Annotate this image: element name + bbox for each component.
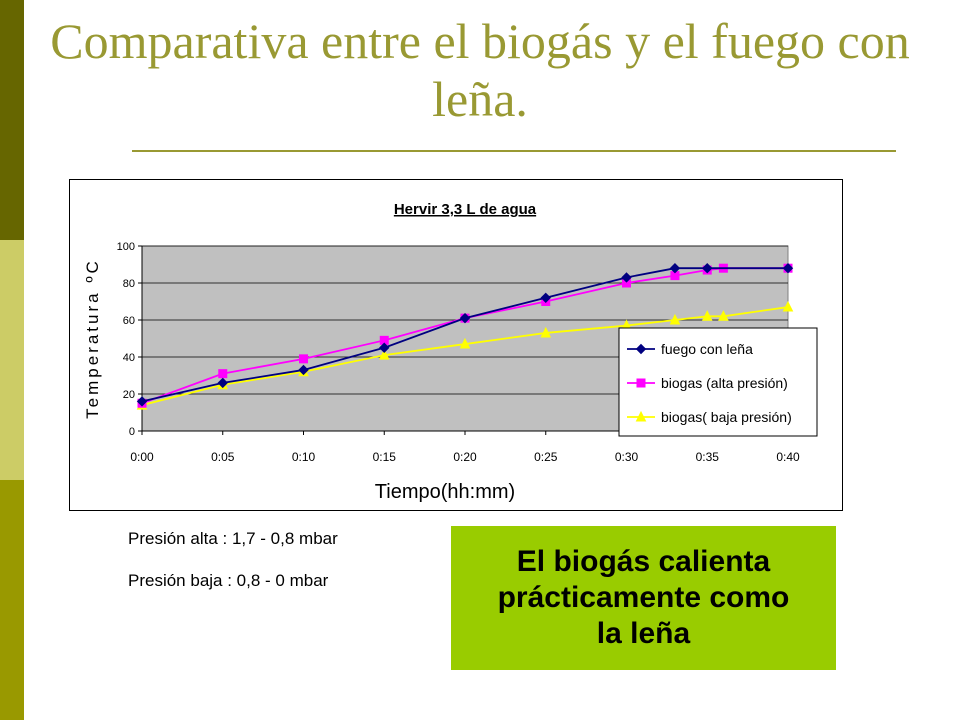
y-tick-label: 40 (123, 352, 135, 364)
y-tick-label: 100 (117, 241, 135, 253)
decor-bar-top (0, 0, 24, 240)
data-point-series-1 (298, 364, 309, 376)
data-point-series-1 (540, 292, 551, 304)
decor-bar-middle (0, 240, 24, 480)
data-point-series-2 (218, 369, 228, 379)
chart-frame: Hervir 3,3 L de agua 0 20 40 60 80 100 0:00 0:05… (69, 179, 843, 511)
chart-legend: fuego con leña biogas (alta presión) bioga… (618, 327, 818, 437)
data-point-series-3 (540, 326, 552, 338)
data-point-series-1 (621, 272, 632, 283)
legend-swatch-marker (635, 410, 647, 422)
conclusion-text: El biogás calienta prácticamente como la… (497, 545, 790, 650)
pressure-notes: Presión alta : 1,7 - 0,8 mbar Presión ba… (128, 527, 338, 611)
x-tick-label: 0:35 (696, 450, 720, 464)
title-divider (132, 150, 896, 152)
x-tick-label: 0:20 (453, 450, 477, 464)
legend-swatch-marker (635, 343, 647, 355)
y-tick-label: 20 (123, 389, 135, 401)
data-point-series-1 (459, 312, 471, 324)
line-chart: Hervir 3,3 L de agua 0 20 40 60 80 100 0:00 0:05… (83, 201, 818, 503)
x-tick-label: 0:00 (130, 450, 154, 464)
data-point-series-1 (782, 262, 794, 274)
data-point-series-1 (702, 262, 713, 274)
legend-entry-label: fuego con leña (661, 341, 753, 357)
data-point-series-3 (669, 313, 681, 325)
y-tick-label: 80 (123, 278, 135, 290)
legend-box (618, 327, 818, 437)
legend-entry-label: biogas (alta presión) (661, 375, 788, 391)
note-high-pressure: Presión alta : 1,7 - 0,8 mbar (128, 529, 338, 548)
y-tick-label: 0 (129, 426, 135, 438)
y-tick-label: 60 (123, 315, 135, 327)
data-point-series-3 (701, 310, 713, 321)
x-tick-label: 0:40 (776, 450, 800, 464)
data-point-series-3 (782, 300, 794, 312)
data-point-series-2 (299, 354, 308, 364)
x-tick-label: 0:25 (534, 450, 558, 464)
decor-bar-bottom (0, 480, 24, 720)
data-point-series-1 (669, 262, 681, 274)
x-tick-label: 0:05 (211, 450, 235, 464)
conclusion-callout: El biogás calienta prácticamente como la… (451, 526, 836, 670)
chart-title: Hervir 3,3 L de agua (394, 201, 537, 218)
series-line-1 (141, 267, 788, 403)
data-point-series-3 (718, 310, 729, 321)
x-axis-label: Tiempo(hh:mm) (375, 481, 515, 503)
y-axis-label: Temperatura ºC (83, 258, 102, 419)
x-tick-label: 0:30 (615, 450, 639, 464)
note-low-pressure: Presión baja : 0,8 - 0 mbar (128, 571, 329, 590)
slide-title: Comparativa entre el biogás y el fuego c… (50, 13, 910, 127)
legend-entry-label: biogas( baja presión) (661, 409, 792, 425)
x-tick-label: 0:10 (292, 450, 316, 464)
data-point-series-1 (217, 377, 228, 389)
x-tick-label: 0:15 (373, 450, 397, 464)
legend-swatch-marker (636, 378, 646, 388)
data-point-series-1 (379, 342, 390, 353)
data-point-series-3 (459, 337, 471, 349)
data-point-series-1 (136, 396, 148, 407)
data-point-series-3 (378, 349, 390, 360)
